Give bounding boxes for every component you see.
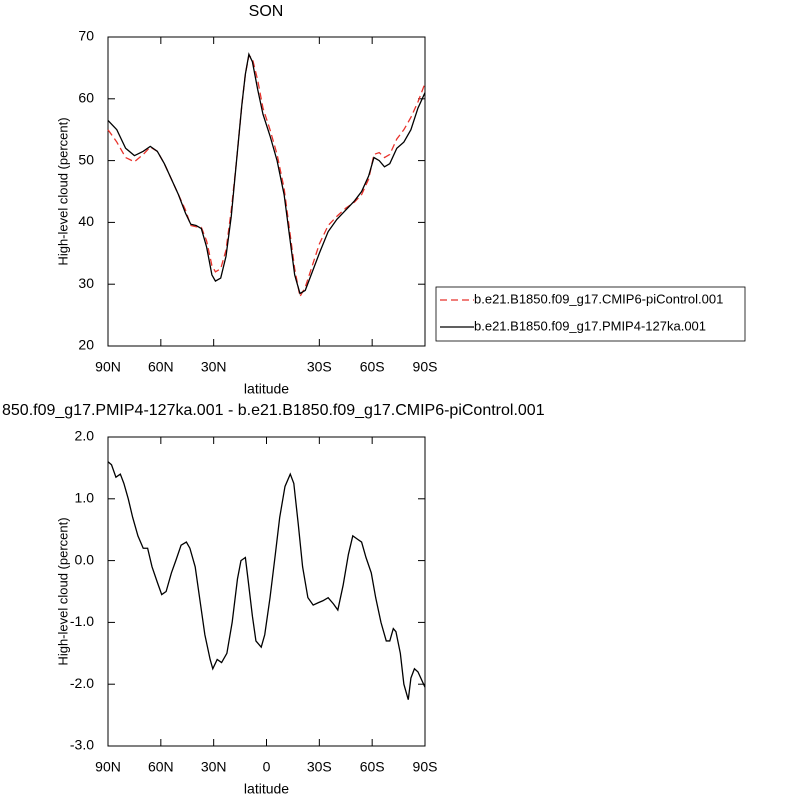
data-line [107,54,426,299]
x-tick-label: 60S [360,759,385,775]
x-tick-label: 30N [201,759,227,775]
plot-frame [107,436,426,747]
x-tick-label: 90N [95,359,121,375]
x-tick-label: 30S [307,359,332,375]
y-axis-label: High-level cloud (percent) [55,517,70,665]
y-tick-label: 0.0 [75,551,95,567]
x-tick-label: 90S [413,759,438,775]
y-tick-label: 50 [78,151,94,167]
x-tick-label: 60N [148,759,174,775]
y-tick-label: 70 [78,28,94,44]
x-tick-label: 0 [263,759,271,775]
y-tick-label: 60 [78,90,94,106]
x-tick-label: 90N [95,759,121,775]
chart-title: SON [249,3,284,20]
data-line [107,461,426,700]
y-tick-label: 1.0 [75,490,95,506]
chart-title: 850.f09_g17.PMIP4-127ka.001 - b.e21.B185… [2,402,545,419]
y-tick-label: -3.0 [70,737,94,753]
legend-label: b.e21.B1850.f09_g17.CMIP6-piControl.001 [474,291,723,306]
y-tick-label: -2.0 [70,675,94,691]
y-axis-label: High-level cloud (percent) [55,117,70,265]
y-tick-label: 40 [78,213,94,229]
x-tick-label: 90S [413,359,438,375]
x-tick-label: 30N [201,359,227,375]
y-tick-label: -1.0 [70,613,94,629]
x-axis-label: latitude [244,781,289,797]
x-tick-label: 30S [307,759,332,775]
legend-label: b.e21.B1850.f09_g17.PMIP4-127ka.001 [474,318,706,333]
y-tick-label: 20 [78,337,94,353]
data-line [107,52,426,295]
y-tick-label: 30 [78,275,94,291]
x-tick-label: 60S [360,359,385,375]
x-axis-label: latitude [244,381,289,397]
x-tick-label: 60N [148,359,174,375]
legend-box [435,286,746,342]
y-tick-label: 2.0 [75,428,95,444]
plot-frame [107,36,426,347]
